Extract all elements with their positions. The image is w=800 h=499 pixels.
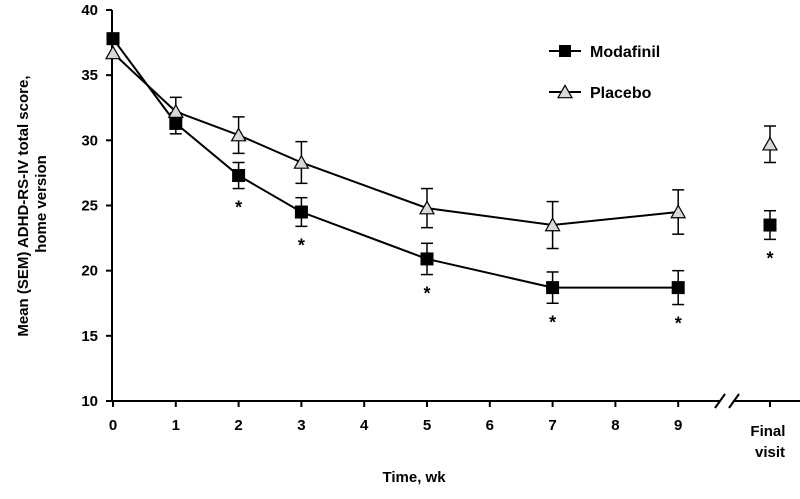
placebo-marker	[293, 154, 310, 169]
final-visit-label: Final visit	[750, 423, 789, 461]
modafinil-marker	[546, 281, 560, 295]
y-tick-label: 10	[81, 393, 98, 410]
placebo-marker	[544, 217, 561, 232]
y-tick-label: 40	[81, 2, 98, 19]
final-visit-label-line-1: Final	[750, 423, 785, 440]
error-bars	[169, 96, 776, 306]
significance-star: *	[766, 248, 773, 268]
x-tick-label: 7	[548, 417, 556, 434]
modafinil-marker	[294, 205, 308, 219]
modafinil-marker	[106, 32, 120, 46]
tick-marks: 10 15 20 25 30 35 40 0 1 2 3 4 5 6 7 8 9	[81, 2, 771, 434]
x-axis-title: Time, wk	[382, 469, 446, 486]
y-tick-label: 35	[81, 67, 98, 84]
y-tick-label: 25	[81, 198, 98, 215]
axis-break-mark	[714, 393, 726, 409]
legend-label-modafinil: Modafinil	[590, 44, 660, 61]
placebo-marker	[670, 204, 687, 219]
y-axis-title-line-2: home version	[33, 155, 50, 253]
x-tick-label: 4	[360, 417, 369, 434]
x-tick-label: 2	[234, 417, 242, 434]
legend-marker-placebo	[556, 84, 574, 99]
y-axis-title: Mean (SEM) ADHD-RS-IV total score, home …	[15, 71, 50, 336]
legend: Modafinil Placebo	[549, 44, 660, 102]
final-visit-label-line-2: visit	[755, 444, 785, 461]
modafinil-marker	[763, 218, 777, 232]
modafinil-series-line	[112, 38, 679, 289]
significance-star: *	[298, 235, 305, 255]
y-tick-label: 15	[81, 328, 98, 345]
y-axis-title-line-1: Mean (SEM) ADHD-RS-IV total score,	[15, 76, 32, 337]
x-tick-label: 6	[486, 417, 494, 434]
placebo-marker	[230, 127, 247, 142]
significance-star: *	[235, 198, 242, 218]
placebo-marker	[761, 136, 779, 151]
x-tick-label: 8	[611, 417, 619, 434]
significance-markers: * * * * * *	[235, 198, 773, 334]
significance-star: *	[423, 284, 430, 304]
legend-marker-modafinil	[559, 45, 571, 57]
placebo-marker	[167, 103, 184, 118]
y-tick-label: 30	[81, 132, 98, 149]
modafinil-marker	[671, 281, 685, 295]
y-tick-label: 20	[81, 263, 98, 280]
placebo-series-line	[112, 52, 679, 227]
x-tick-label: 0	[109, 417, 117, 434]
axes	[111, 10, 800, 409]
modafinil-marker	[420, 252, 434, 266]
axis-break-mark	[728, 393, 740, 409]
x-tick-label: 9	[674, 417, 682, 434]
significance-star: *	[549, 312, 556, 332]
modafinil-marker	[169, 116, 183, 130]
significance-star: *	[675, 314, 682, 334]
x-tick-label: 1	[172, 417, 180, 434]
placebo-marker	[104, 45, 122, 60]
data-markers	[104, 32, 779, 295]
placebo-marker	[418, 200, 436, 215]
x-tick-label: 5	[423, 417, 431, 434]
legend-label-placebo: Placebo	[590, 85, 652, 102]
x-tick-label: 3	[297, 417, 305, 434]
series-lines	[112, 38, 679, 289]
modafinil-marker	[232, 169, 246, 183]
